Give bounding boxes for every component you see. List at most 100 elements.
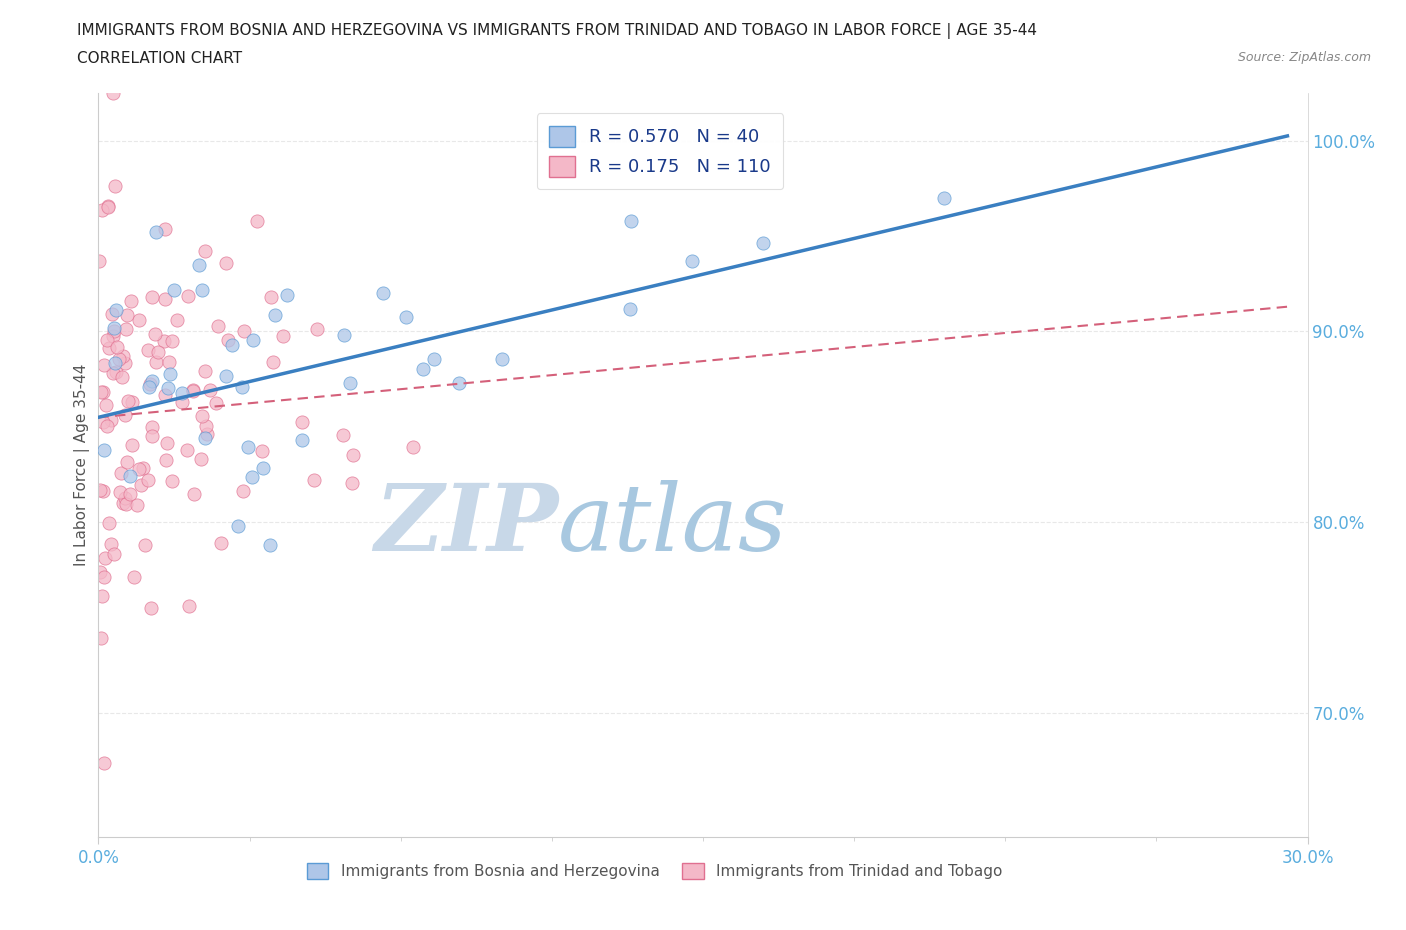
- Point: [93, 443, 115, 458]
- Point: [242, 333, 264, 348]
- Point: [139, 377, 162, 392]
- Point: [373, 286, 395, 300]
- Point: [114, 407, 136, 422]
- Point: [103, 321, 125, 336]
- Point: [114, 490, 136, 505]
- Point: [87, 254, 110, 269]
- Point: [101, 86, 124, 100]
- Point: [120, 293, 142, 308]
- Point: [236, 440, 259, 455]
- Point: [194, 431, 217, 445]
- Point: [110, 466, 132, 481]
- Point: [262, 354, 284, 369]
- Point: [332, 327, 354, 342]
- Point: [105, 302, 128, 317]
- Point: [170, 386, 193, 401]
- Point: [191, 409, 214, 424]
- Point: [181, 384, 204, 399]
- Point: [93, 569, 115, 584]
- Point: [91, 415, 114, 430]
- Point: [114, 322, 136, 337]
- Point: [141, 419, 163, 434]
- Point: [145, 354, 167, 369]
- Point: [91, 483, 114, 498]
- Point: [91, 384, 114, 399]
- Point: [114, 497, 136, 512]
- Point: [139, 601, 162, 616]
- Point: [136, 343, 159, 358]
- Point: [138, 379, 160, 394]
- Point: [131, 460, 153, 475]
- Point: [207, 318, 229, 333]
- Point: [90, 385, 112, 400]
- Point: [183, 487, 205, 502]
- Point: [100, 537, 122, 551]
- Point: [240, 470, 263, 485]
- Point: [194, 244, 217, 259]
- Point: [100, 413, 122, 428]
- Point: [112, 495, 135, 510]
- Point: [153, 221, 176, 236]
- Point: [152, 333, 174, 348]
- Point: [98, 515, 121, 530]
- Point: [190, 283, 212, 298]
- Point: [221, 338, 243, 352]
- Point: [232, 484, 254, 498]
- Point: [194, 418, 217, 433]
- Point: [129, 478, 152, 493]
- Point: [121, 395, 143, 410]
- Point: [159, 366, 181, 381]
- Point: [209, 536, 232, 551]
- Point: [188, 258, 211, 272]
- Point: [101, 365, 124, 380]
- Point: [134, 538, 156, 552]
- Point: [402, 440, 425, 455]
- Point: [166, 312, 188, 327]
- Point: [620, 214, 643, 229]
- Point: [153, 388, 176, 403]
- Point: [157, 354, 180, 369]
- Point: [291, 414, 314, 429]
- Legend: Immigrants from Bosnia and Herzegovina, Immigrants from Trinidad and Tobago: Immigrants from Bosnia and Herzegovina, …: [301, 857, 1008, 885]
- Point: [155, 452, 177, 467]
- Point: [115, 308, 138, 323]
- Point: [103, 179, 125, 193]
- Point: [342, 447, 364, 462]
- Point: [93, 358, 115, 373]
- Point: [101, 306, 124, 321]
- Point: [177, 599, 200, 614]
- Point: [89, 483, 111, 498]
- Point: [143, 326, 166, 341]
- Point: [250, 444, 273, 458]
- Point: [246, 214, 269, 229]
- Text: CORRELATION CHART: CORRELATION CHART: [77, 51, 242, 66]
- Text: IMMIGRANTS FROM BOSNIA AND HERZEGOVINA VS IMMIGRANTS FROM TRINIDAD AND TOBAGO IN: IMMIGRANTS FROM BOSNIA AND HERZEGOVINA V…: [77, 23, 1038, 39]
- Point: [103, 329, 125, 344]
- Point: [111, 370, 134, 385]
- Text: ZIP: ZIP: [374, 480, 558, 569]
- Point: [259, 538, 281, 552]
- Point: [108, 485, 131, 499]
- Point: [305, 321, 328, 336]
- Point: [103, 323, 125, 338]
- Point: [104, 355, 127, 370]
- Point: [97, 200, 120, 215]
- Point: [153, 292, 176, 307]
- Point: [160, 333, 183, 348]
- Point: [120, 469, 142, 484]
- Point: [619, 301, 641, 316]
- Point: [226, 518, 249, 533]
- Point: [108, 352, 131, 366]
- Point: [934, 191, 956, 206]
- Point: [89, 565, 111, 579]
- Point: [198, 382, 221, 397]
- Point: [156, 380, 179, 395]
- Point: [141, 429, 163, 444]
- Point: [332, 428, 354, 443]
- Point: [215, 256, 238, 271]
- Point: [104, 365, 127, 379]
- Point: [231, 379, 253, 394]
- Point: [97, 198, 120, 213]
- Point: [122, 569, 145, 584]
- Point: [194, 364, 217, 379]
